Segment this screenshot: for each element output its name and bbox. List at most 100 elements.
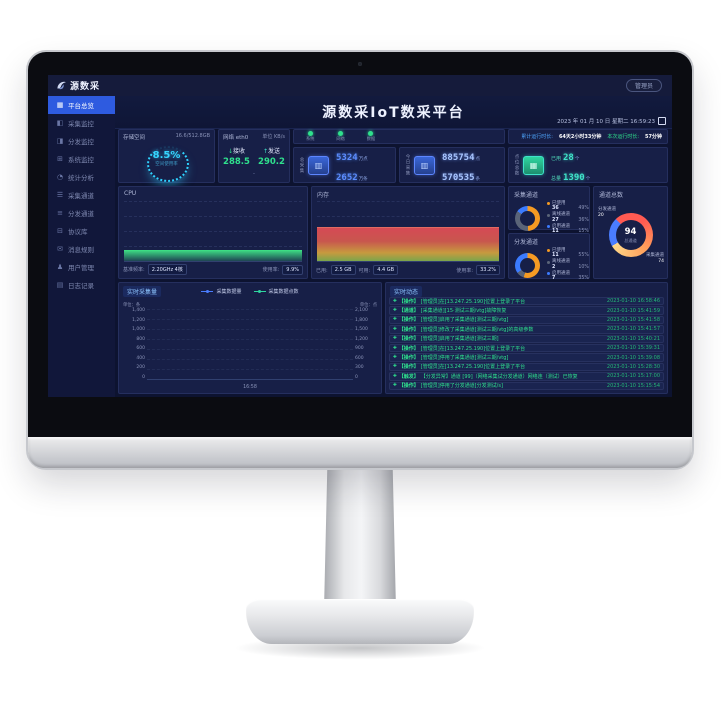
network-card: 网络 eth0 单位 KB/s ↓接收 288.5 ↑发送 290.2 - <box>218 129 290 183</box>
sidebar: ▦ 平台总览 ◧ 采集监控 ◨ 分发监控 ⊞ 系统监控 ◔ 统计分析 ☰ 采集通… <box>48 96 115 397</box>
dispatch-channel-donut <box>515 253 540 279</box>
plus-icon: ✚ <box>393 345 397 351</box>
activity-row[interactable]: ✚ 【通道】 [采集通道][15·测试三期/vtg]故障恢复 2023-01-10 1… <box>389 306 664 315</box>
legend-value: 27 <box>552 217 559 223</box>
legend-dot <box>547 249 550 253</box>
sidebar-item-label: 日志记录 <box>68 282 94 290</box>
datetime-text: 2023 年 01 月 10 日 星期二 16:59:23 <box>557 119 655 125</box>
admin-button[interactable]: 管理员 <box>625 79 662 92</box>
sidebar-item-collect-channel[interactable]: ☰ 采集通道 <box>48 186 115 204</box>
activity-time: 2023-01-10 15:41:57 <box>606 326 660 333</box>
today-collect-card: 今日采集 ▥ 885754点 570535条 <box>399 147 505 183</box>
legend-value: 36 <box>552 206 559 212</box>
recv-label: 接收 <box>233 148 246 155</box>
monitor-stand-neck <box>324 455 396 610</box>
runtime-session-value: 57分钟 <box>645 134 662 140</box>
total-points-unit: 万点 <box>358 157 368 162</box>
activity-tag: 【操作】 <box>398 336 419 343</box>
runtime-strip: 累计运行时长: 64天2小时33分钟 本次运行时长: 57分钟 <box>508 129 668 144</box>
fullscreen-icon[interactable] <box>658 117 666 125</box>
user-management-icon: ♟ <box>56 263 64 271</box>
storage-gauge: 8.5% 空间使用率 <box>137 143 197 183</box>
legend-label: 采集数据点数 <box>268 289 299 295</box>
realtime-chart-card: 实时采集量 采集数据量 采集数据点数 单位：条 单位：点 1,400 1,200 … <box>118 282 382 394</box>
activity-row[interactable]: ✚ 【操作】 [管理员]停用了分发通道[分发测试/s] 2023-01-10 15:1… <box>389 381 664 390</box>
monitor-frame: 源数采 管理员 ▦ 平台总览 ◧ 采集监控 ◨ 分发监控 ⊞ 系统监控 <box>28 52 692 468</box>
legend-item[interactable]: 启用通道 11 15% <box>547 224 589 234</box>
sidebar-item-message-rules[interactable]: ✉ 消息规则 <box>48 240 115 258</box>
logo-icon <box>57 81 66 90</box>
storage-card: 存储空间 16.6/512.8GB 8.5% 空间使用率 <box>118 129 215 183</box>
legend-dot <box>547 260 550 264</box>
legend-dot <box>547 224 550 228</box>
legend-item[interactable]: 启用通道 7 35% <box>547 271 589 281</box>
gauge-ring-icon <box>146 146 189 182</box>
status-label: 系统 <box>306 136 315 142</box>
activity-row[interactable]: ✚ 【操作】 [管理员]在[13.247.25.190]位置上登录了平台 2023-0… <box>389 343 664 353</box>
legend-value: 7 <box>552 276 556 282</box>
legend-value: 11 <box>552 229 559 235</box>
activity-time: 2023-01-10 15:39:08 <box>606 354 660 361</box>
storage-capacity: 16.6/512.8GB <box>175 133 210 139</box>
activity-title: 实时动态 <box>390 286 423 297</box>
activity-row[interactable]: ✚ 【操作】 [管理员]启用了采集通道[测试三期/vtg] 2023-01-10 15… <box>389 315 664 325</box>
sidebar-item-logs[interactable]: ▤ 日志记录 <box>48 276 115 294</box>
plus-icon: ✚ <box>393 317 397 323</box>
sidebar-item-collect-monitor[interactable]: ◧ 采集监控 <box>48 114 115 132</box>
activity-row[interactable]: ✚ 【操作】 [管理员]停用了采集通道[测试三期/vtg] 2023-01-10 15… <box>389 353 664 362</box>
right-axis-ticks: 2,100 1,800 1,500 1,200 900 600 300 0 <box>355 308 368 380</box>
plus-icon: ✚ <box>393 383 397 389</box>
status-strip: 系统 网络 数据 <box>293 129 505 144</box>
status-dot-icon <box>368 131 374 137</box>
sidebar-item-protocol-library[interactable]: ⊟ 协议库 <box>48 222 115 240</box>
recv-value: 288.5 <box>223 157 250 167</box>
collect-channel-donut <box>515 206 540 232</box>
sidebar-item-user-management[interactable]: ♟ 用户管理 <box>48 258 115 276</box>
sidebar-item-overview[interactable]: ▦ 平台总览 <box>48 96 115 114</box>
activity-row[interactable]: ✚ 【触发】 【分发异常】通道 [99]（网络采集试分发通道）网络连（测试）已恢复 2… <box>389 372 664 381</box>
monitor-chin <box>28 437 692 468</box>
page-header: 源数采IoT数采平台 2023 年 01 月 10 日 星期二 16:59:23 <box>115 96 672 129</box>
send-label: 发送 <box>268 148 281 155</box>
points-total-unit: 个 <box>585 177 591 182</box>
channel-total-caption: 总通道 <box>624 237 637 243</box>
plus-icon: ✚ <box>393 355 397 361</box>
activity-row[interactable]: ✚ 【操作】 [管理员]启用了采集通道[测试三期] 2023-01-10 15:40:… <box>389 334 664 343</box>
database-icon: ▥ <box>414 155 435 175</box>
sidebar-item-dispatch-monitor[interactable]: ◨ 分发监控 <box>48 132 115 150</box>
activity-tag: 【操作】 <box>398 355 419 362</box>
legend-item[interactable]: 离线通道 2 10% <box>547 259 589 270</box>
line-marker-icon <box>253 290 266 293</box>
total-collect-label: 总采集 <box>299 156 304 174</box>
sidebar-item-label: 统计分析 <box>68 174 94 182</box>
legend-label: 离线通道 <box>552 259 570 265</box>
collect-monitor-icon: ◧ <box>56 119 64 127</box>
collect-count-label: 采集通道 74 <box>646 253 664 265</box>
activity-text: [管理员]在[13.247.25.190]位置上登录了平台 <box>420 345 526 352</box>
legend-percent: 10% <box>578 264 589 270</box>
overview-grid-icon: ▦ <box>56 101 64 109</box>
legend-label: 采集数据量 <box>216 289 242 295</box>
legend-percent: 49% <box>578 206 589 212</box>
activity-row[interactable]: ✚ 【操作】 [管理员]在[13.247.25.190]位置上登录了平台 2023-0… <box>389 297 664 306</box>
legend-item[interactable]: 离线通道 27 36% <box>547 212 589 223</box>
legend-item[interactable]: 已使用 36 49% <box>547 201 589 211</box>
legend-item[interactable]: 采集数据点数 <box>253 288 299 295</box>
collect-channel-icon: ☰ <box>56 191 64 199</box>
activity-row[interactable]: ✚ 【操作】 [管理员]修改了采集通道[测试三期/vtg]的高级参数 2023-01-… <box>389 325 664 334</box>
sidebar-item-system-monitor[interactable]: ⊞ 系统监控 <box>48 150 115 168</box>
legend-item[interactable]: 采集数据量 <box>201 288 242 295</box>
sidebar-item-label: 消息规则 <box>68 246 94 254</box>
sidebar-item-dispatch-channel[interactable]: ≡ 分发通道 <box>48 204 115 222</box>
activity-text: [管理员]启用了采集通道[测试三期/vtg] <box>420 317 509 324</box>
legend-item[interactable]: 已使用 11 55% <box>547 248 589 258</box>
sidebar-item-stats-analysis[interactable]: ◔ 统计分析 <box>48 168 115 186</box>
label-value: 20 <box>598 212 604 218</box>
status-dot-icon <box>338 131 344 137</box>
dashboard-screen: 源数采 管理员 ▦ 平台总览 ◧ 采集监控 ◨ 分发监控 ⊞ 系统监控 <box>48 75 672 397</box>
arrow-down-icon: ↓ <box>227 148 233 155</box>
activity-row[interactable]: ✚ 【操作】 [管理员]在[13.247.25.190]位置上登录了平台 2023-0… <box>389 362 664 372</box>
activity-tag: 【通道】 <box>398 308 419 315</box>
status-data: 数据 <box>367 131 375 141</box>
left-axis-ticks: 1,400 1,200 1,000 800 600 400 200 0 <box>132 308 145 380</box>
